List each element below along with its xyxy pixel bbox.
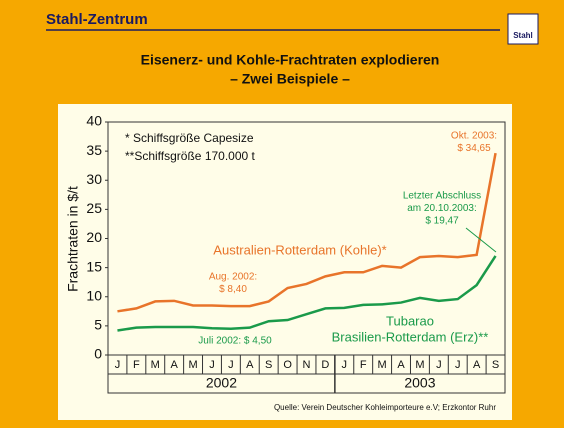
x-tick-label: A	[170, 359, 178, 371]
x-tick-label: M	[151, 359, 160, 371]
y-tick-label: 25	[86, 200, 102, 216]
series-label: Australien-Rotterdam (Kohle)*	[213, 242, 386, 257]
x-tick-label: A	[473, 359, 481, 371]
logo-text: Stahl	[513, 31, 533, 40]
year-label: 2002	[206, 375, 237, 391]
x-tick-label: J	[228, 359, 234, 371]
chart-title: Eisenerz- und Kohle-Frachtraten explodie…	[141, 52, 440, 68]
annotation: Juli 2002: $ 4,50	[198, 336, 272, 347]
series-label: Brasilien-Rotterdam (Erz)**	[332, 329, 489, 344]
panel	[58, 104, 512, 420]
x-tick-label: J	[436, 359, 442, 371]
x-tick-label: D	[321, 359, 329, 371]
logo	[507, 13, 539, 45]
annotation: $ 34,65	[457, 143, 491, 154]
x-tick-label: M	[378, 359, 387, 371]
chart-title: – Zwei Beispiele –	[230, 71, 350, 87]
annotation: am 20.10.2003:	[407, 203, 477, 214]
y-tick-label: 35	[86, 142, 102, 158]
x-tick-label: F	[133, 359, 140, 371]
x-tick-label: O	[283, 359, 292, 371]
year-label: 2003	[404, 375, 435, 391]
x-tick-label: F	[360, 359, 367, 371]
x-axis-box	[107, 354, 506, 394]
annotation: $ 8,40	[219, 284, 247, 295]
series-line	[117, 255, 497, 332]
x-tick-label: N	[303, 359, 311, 371]
y-tick-label: 5	[94, 317, 102, 333]
y-tick-label: 0	[94, 346, 102, 362]
footnote: **Schiffsgröße 170.000 t	[125, 149, 256, 163]
x-tick-label: J	[455, 359, 461, 371]
annotation: Aug. 2002:	[209, 272, 257, 283]
x-tick-label: J	[115, 359, 121, 371]
y-tick-label: 10	[86, 287, 102, 303]
series-label: Tubarao	[386, 313, 434, 328]
x-tick-label: J	[342, 359, 348, 371]
x-tick-label: S	[265, 359, 272, 371]
annotation: Okt. 2003:	[451, 131, 497, 142]
header-title: Stahl-Zentrum	[46, 11, 148, 28]
y-tick-label: 40	[86, 113, 102, 129]
footnote: * Schiffsgröße Capesize	[125, 131, 254, 145]
x-tick-label: S	[492, 359, 499, 371]
y-tick-label: 15	[86, 258, 102, 274]
y-tick-label: 30	[86, 171, 102, 187]
x-tick-label: J	[209, 359, 215, 371]
annotation-pointer	[465, 227, 497, 253]
x-tick-label: A	[397, 359, 405, 371]
y-axis-label: Frachtraten in $/t	[65, 186, 81, 292]
annotation: Letzter Abschluss	[403, 191, 481, 202]
source: Quelle: Verein Deutscher Kohleimporteure…	[274, 403, 496, 412]
y-tick-label: 20	[86, 229, 102, 245]
x-tick-label: M	[415, 359, 424, 371]
series-line	[117, 152, 497, 313]
annotation: $ 19,47	[425, 216, 459, 227]
x-tick-label: A	[246, 359, 254, 371]
x-tick-label: M	[188, 359, 197, 371]
